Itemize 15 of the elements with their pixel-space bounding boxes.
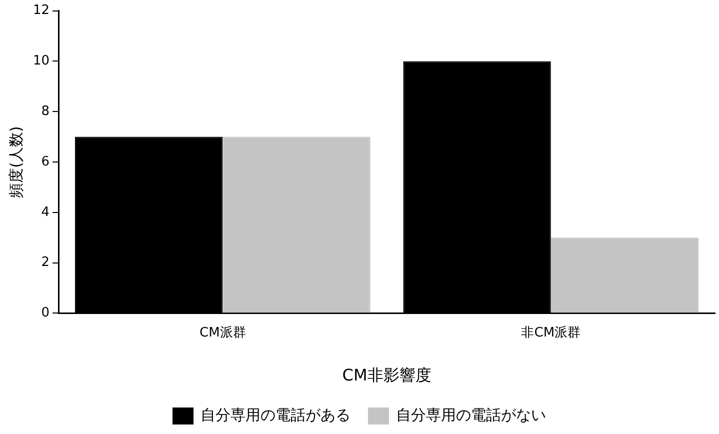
y-tick-label: 0 <box>41 306 50 321</box>
bar <box>550 238 699 313</box>
bar <box>222 136 370 313</box>
y-tick-label: 4 <box>41 204 50 220</box>
y-tick-label: 2 <box>41 255 50 270</box>
y-tick-label: 8 <box>41 104 50 119</box>
y-axis-title: 頻度(人数) <box>6 126 25 198</box>
y-tick-label: 10 <box>32 54 50 69</box>
x-tick-label: 非CM派群 <box>521 325 581 340</box>
legend-label: 自分専用の電話がある <box>200 406 350 424</box>
x-axis-title: CM非影響度 <box>342 366 432 385</box>
x-tick-label: CM派群 <box>200 325 246 340</box>
legend-label: 自分専用の電話がない <box>396 406 546 424</box>
y-tick-label: 6 <box>41 154 50 170</box>
y-tick-label: 12 <box>32 3 50 18</box>
